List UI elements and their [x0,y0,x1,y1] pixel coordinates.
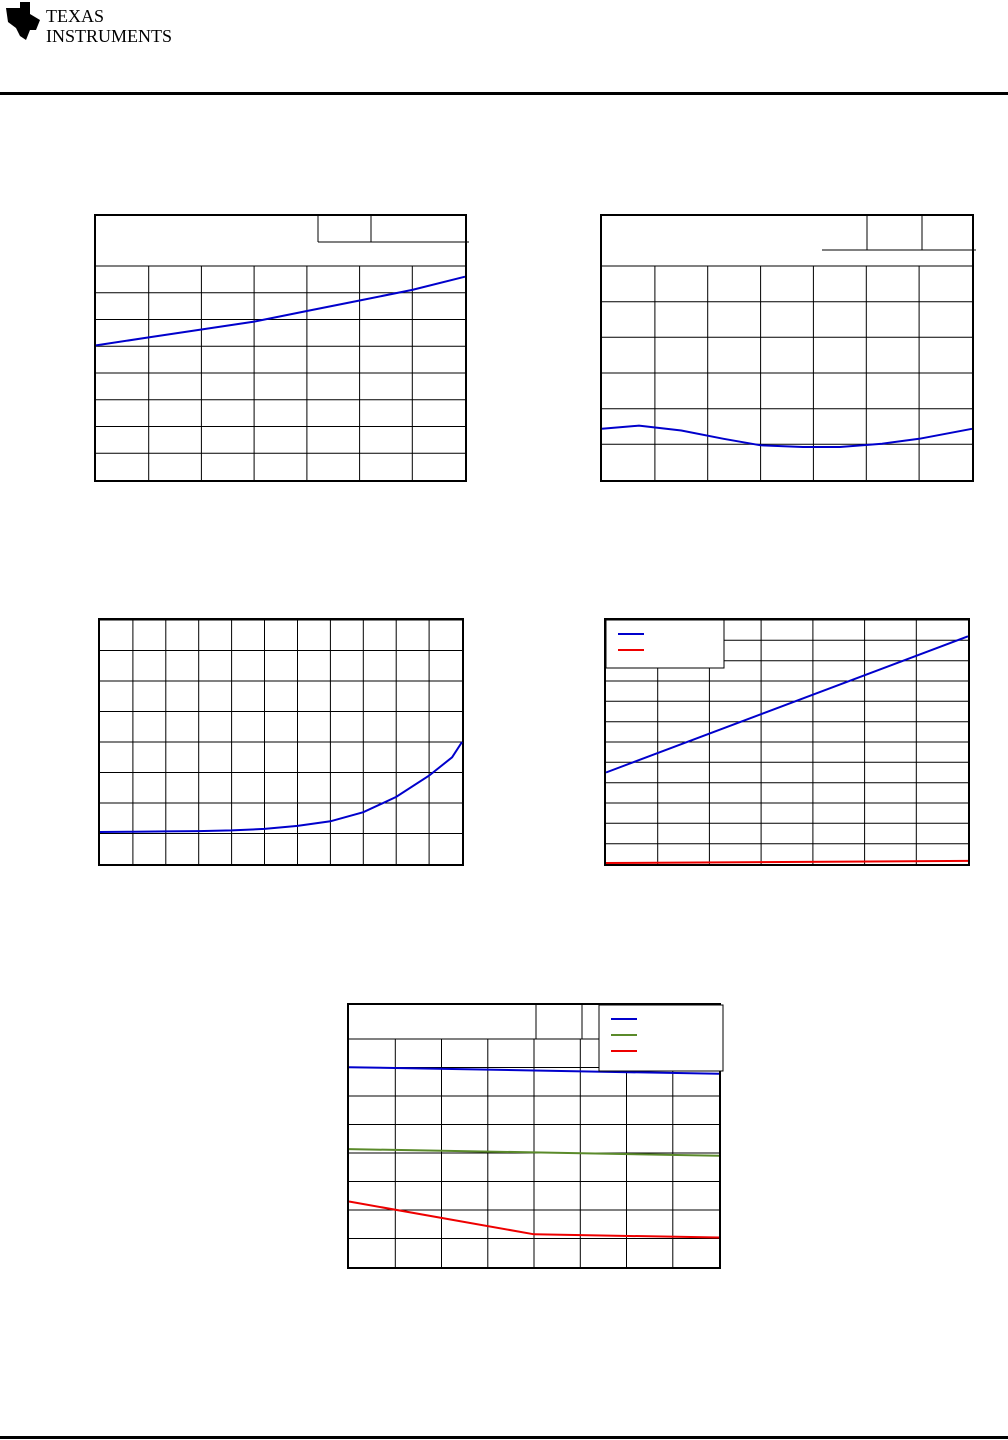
page-header: TEXAS INSTRUMENTS [0,0,1008,96]
legend-box [598,1004,724,1072]
series-line-blue [348,1066,720,1075]
series-line-red [605,859,969,864]
chart-plot-area [601,216,976,480]
chart-2 [600,214,976,482]
series-line-blue [605,635,969,774]
series-line-blue [95,275,466,347]
ti-logo: TEXAS INSTRUMENTS [6,2,172,46]
series-line-blue [601,424,973,448]
texas-state-icon [6,2,40,40]
chart-plot-area [99,619,463,864]
chart-1 [94,214,469,482]
header-rule [0,92,1008,95]
chart-4 [604,618,970,866]
logo-wordmark-2: INSTRUMENTS [46,26,172,46]
series-line-blue [99,741,463,833]
series-line-red [348,1200,720,1239]
series-line-green [348,1148,720,1157]
footer-rule [0,1436,1008,1439]
legend-box [605,619,725,669]
chart-5 [347,1003,724,1269]
chart-plot-area [95,216,469,480]
chart-3 [98,618,464,866]
logo-wordmark-1: TEXAS [46,6,104,26]
chart-plot-area [605,619,969,864]
chart-plot-area [348,1004,724,1267]
